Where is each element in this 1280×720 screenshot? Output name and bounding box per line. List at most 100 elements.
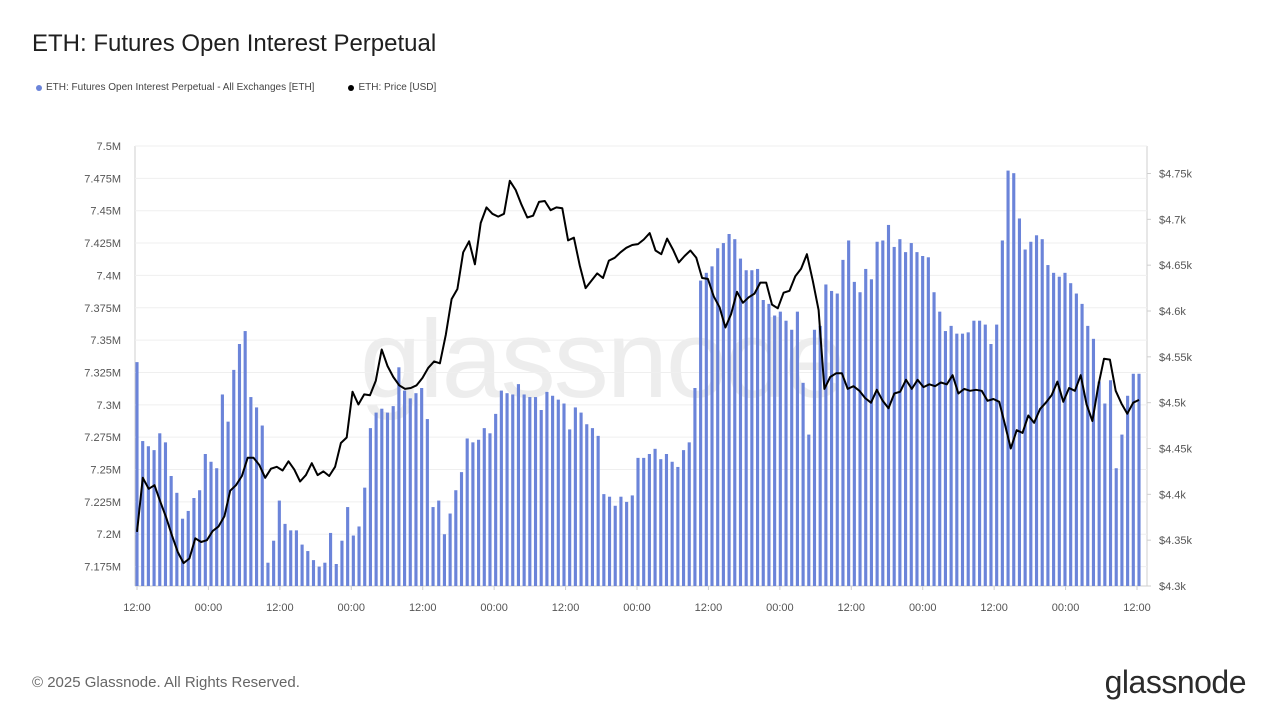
oi-bar (579, 412, 583, 586)
chart-title: ETH: Futures Open Interest Perpetual (32, 30, 437, 57)
y-left-tick-label: 7.25M (90, 465, 121, 477)
oi-bar (687, 442, 691, 586)
oi-bar (619, 496, 623, 586)
oi-bar (516, 384, 521, 586)
oi-bar (329, 532, 333, 586)
oi-bar (533, 397, 538, 586)
oi-bar (272, 540, 276, 586)
oi-bar (1029, 241, 1033, 586)
oi-bar (625, 501, 629, 586)
oi-bar (864, 268, 868, 586)
oi-bar (1114, 468, 1118, 586)
oi-bar (254, 407, 259, 586)
legend-item-price[interactable]: ETH: Price [USD] (348, 82, 436, 93)
oi-bar (459, 472, 464, 586)
oi-bar (408, 398, 412, 586)
oi-bar (613, 505, 617, 586)
y-left-tick-label: 7.45M (90, 206, 121, 218)
oi-bar (1023, 249, 1027, 586)
x-tick-label: 12:00 (838, 602, 866, 614)
oi-bar (778, 311, 782, 586)
oi-bar (1017, 218, 1022, 586)
oi-bar (397, 367, 401, 586)
oi-bar (1137, 373, 1141, 586)
oi-bar (568, 429, 572, 586)
y-right-tick-label: $4.65k (1159, 260, 1193, 272)
oi-bar (596, 435, 600, 586)
oi-bar (340, 540, 344, 586)
oi-bar (380, 408, 384, 586)
oi-bar (232, 369, 236, 586)
oi-bar (180, 518, 185, 586)
oi-bar (989, 344, 993, 586)
oi-bar (363, 487, 367, 586)
oi-bar (955, 333, 959, 586)
oi-bar (664, 454, 669, 586)
oi-bar (915, 252, 919, 586)
y-left-tick-label: 7.275M (84, 432, 121, 444)
legend-item-open-interest[interactable]: ETH: Futures Open Interest Perpetual - A… (36, 82, 314, 93)
oi-bar (1120, 434, 1124, 586)
oi-bar (881, 240, 885, 586)
oi-bar (790, 329, 794, 586)
oi-bar (300, 544, 304, 586)
oi-bar (152, 450, 156, 586)
oi-bar (368, 428, 372, 586)
oi-bar (505, 393, 509, 586)
oi-bar (1074, 293, 1078, 586)
oi-bar (835, 293, 839, 586)
oi-bar (978, 320, 982, 586)
oi-bar (511, 394, 515, 586)
oi-bar (983, 324, 987, 586)
oi-bar (869, 279, 873, 586)
oi-bar (852, 281, 856, 586)
oi-bar (1052, 272, 1056, 586)
oi-bar (1040, 239, 1044, 587)
oi-bar (414, 393, 418, 586)
y-left-tick-label: 7.325M (84, 367, 121, 379)
oi-bar (659, 459, 663, 586)
oi-bar (403, 390, 407, 586)
oi-bar (1012, 173, 1016, 587)
oi-bar (1126, 395, 1130, 586)
oi-bar (209, 461, 213, 586)
oi-bar (1086, 325, 1090, 586)
oi-bar (653, 448, 657, 586)
oi-bar (203, 454, 207, 586)
oi-bar (943, 331, 947, 586)
oi-bar (488, 433, 492, 586)
oi-bar (454, 490, 458, 586)
oi-bar (801, 382, 805, 586)
oi-bar (670, 461, 674, 586)
oi-bar (699, 280, 703, 586)
oi-bar (391, 406, 395, 586)
oi-bar (471, 442, 475, 586)
oi-bar (306, 551, 310, 586)
oi-bar (1080, 303, 1084, 586)
oi-bar (721, 243, 725, 586)
oi-bar (938, 311, 942, 586)
oi-bar (562, 403, 566, 586)
y-right-tick-label: $4.4k (1159, 489, 1186, 501)
oi-bar (773, 315, 777, 586)
y-left-tick-label: 7.2M (97, 529, 121, 541)
oi-bar (1069, 283, 1073, 586)
oi-bar (243, 331, 247, 586)
oi-bar (499, 390, 503, 586)
oi-bar (220, 394, 224, 586)
oi-bar (909, 243, 913, 586)
oi-bar (465, 438, 469, 586)
oi-bar (1006, 170, 1010, 586)
oi-bar (1131, 373, 1135, 586)
oi-bar (904, 252, 908, 586)
oi-bar (425, 419, 429, 586)
oi-bar (186, 510, 190, 586)
x-tick-label: 00:00 (766, 602, 794, 614)
oi-bar (294, 530, 298, 586)
oi-bar (494, 413, 498, 586)
oi-bar (158, 433, 162, 586)
oi-bar (812, 329, 817, 586)
oi-bar (528, 397, 532, 586)
x-tick-label: 00:00 (623, 602, 651, 614)
